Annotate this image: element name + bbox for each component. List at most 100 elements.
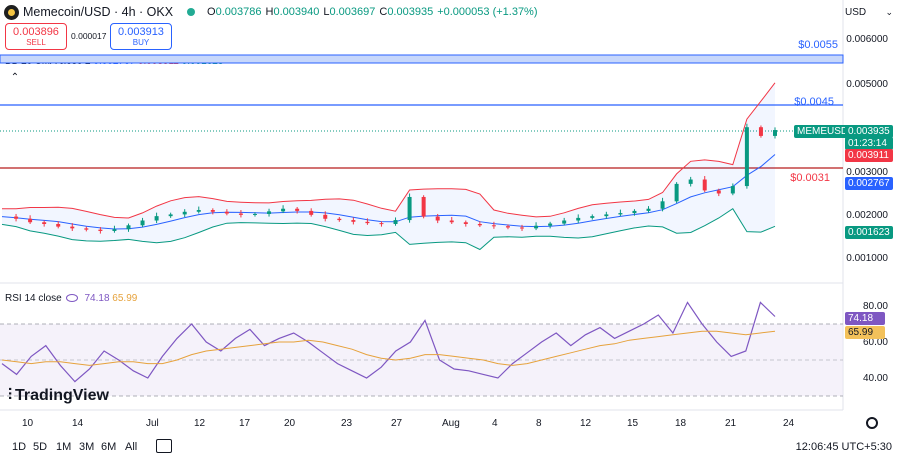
ohlc-value: 0.003697 — [329, 6, 376, 18]
bb-upper-tag: 0.003911 — [845, 149, 893, 162]
candle-body — [56, 223, 61, 227]
time-axis-label: 12 — [194, 418, 206, 429]
sell-price: 0.003896 — [13, 26, 59, 38]
price-axis-label: 0.006000 — [846, 34, 888, 45]
tradingview-icon: ⫶ — [8, 387, 12, 404]
candle-body — [604, 214, 609, 217]
candle-body — [674, 183, 679, 202]
candle-body — [365, 221, 370, 224]
candle-body — [196, 210, 201, 212]
candle-body — [295, 208, 300, 211]
rsi-value: 74.18 — [84, 293, 110, 304]
settings-gear-icon[interactable] — [866, 417, 878, 429]
candle-body — [210, 210, 215, 212]
candle-body — [224, 211, 229, 214]
candle-body — [337, 218, 342, 221]
price-axis-label: 0.003000 — [846, 167, 888, 178]
candle-body — [379, 223, 384, 225]
candle-body — [126, 225, 131, 230]
candle-body — [534, 225, 539, 229]
ohlc-value: +0.000053 (+1.37%) — [437, 6, 538, 18]
time-axis-label: 14 — [72, 418, 84, 429]
price-axis-label: 0.001000 — [846, 253, 888, 264]
last-price-tag: 0.003935 — [845, 125, 893, 138]
candle-body — [42, 222, 47, 224]
time-axis-label: 20 — [284, 418, 296, 429]
ohlc-key: L — [323, 6, 330, 18]
candle-body — [182, 211, 187, 215]
ohlc-key: O — [207, 6, 216, 18]
candle-body — [14, 216, 19, 219]
candle-body — [154, 216, 159, 221]
candle-body — [98, 229, 103, 231]
price-axis-label: 0.002000 — [846, 210, 888, 221]
rsi-ma-line — [1, 330, 776, 366]
candle-body — [491, 225, 496, 227]
support-label: $0.0031 — [790, 172, 830, 184]
candle-body — [281, 208, 286, 212]
currency-label: USD — [845, 6, 867, 18]
candle-body — [590, 216, 595, 218]
currency-select[interactable]: USD ⌄ — [842, 4, 896, 20]
candle-body — [70, 226, 75, 229]
rsi-tag: 74.18 — [845, 312, 885, 325]
candle-body — [773, 130, 777, 136]
time-axis-label: Jul — [146, 418, 159, 429]
candle-body — [84, 228, 89, 230]
spread-value: 0.000017 — [71, 31, 107, 41]
date-range-icon[interactable] — [156, 439, 172, 453]
candle-body — [744, 127, 749, 187]
bb-basis-tag: 0.002767 — [845, 177, 893, 190]
rsi-axis-40: 40.00 — [862, 373, 888, 384]
ohlc-key: C — [379, 6, 388, 18]
countdown-tag: 01:23:14 — [845, 137, 893, 150]
candle-body — [660, 201, 665, 209]
resistance-zone[interactable] — [0, 54, 844, 64]
price-axis-label: 0.005000 — [846, 79, 888, 90]
timeframe-button[interactable]: All — [125, 441, 138, 453]
rsi-name: RSI 14 close — [5, 293, 62, 304]
rsi-axis-60: 60.00 — [862, 337, 888, 348]
time-axis-label: 8 — [536, 418, 542, 429]
symbol-tag: MEMEUSD — [794, 125, 852, 138]
sell-button[interactable]: 0.003896 SELL — [5, 23, 67, 50]
time-axis-label: 15 — [627, 418, 639, 429]
candle-body — [309, 210, 314, 215]
ohlc-values: O0.003786 H0.003940 L0.003697 C0.003935 +0.0… — [207, 6, 541, 18]
bb-lower-line — [1, 207, 776, 251]
candle-body — [393, 220, 398, 224]
time-axis-label: 17 — [239, 418, 251, 429]
time-axis-label: 18 — [675, 418, 687, 429]
candle-body — [407, 196, 412, 221]
timeframe-button[interactable]: 6M — [101, 441, 117, 453]
candle-body — [112, 229, 117, 231]
coin-logo-icon — [4, 4, 19, 20]
collapse-legend-icon[interactable]: ⌃ — [10, 72, 20, 83]
timeframe-button[interactable]: 3M — [79, 441, 95, 453]
timeframe-button[interactable]: 1D — [12, 441, 27, 453]
market-open-icon — [187, 8, 196, 16]
bb-upper-line — [2, 82, 776, 219]
time-axis-label: 21 — [725, 418, 737, 429]
ohlc-value: 0.003940 — [273, 6, 320, 18]
clock[interactable]: 12:06:45 UTC+5:30 — [795, 441, 892, 453]
rsi-legend[interactable]: RSI 14 close 74.18 65.99 — [5, 293, 137, 304]
visibility-eye-icon[interactable] — [65, 294, 78, 302]
candle-body — [28, 218, 33, 223]
time-axis-label: 4 — [492, 418, 498, 429]
bb-basis-line — [1, 154, 776, 230]
timeframe-button[interactable]: 1M — [56, 441, 72, 453]
buy-button[interactable]: 0.003913 BUY — [110, 23, 172, 50]
ohlc-key: H — [265, 6, 274, 18]
timeframe-button[interactable]: 5D — [33, 441, 48, 453]
resistance-label: $0.0045 — [794, 96, 834, 108]
symbol-title[interactable]: Memecoin/USD · 4h · OKX — [23, 5, 174, 19]
candle-body — [632, 210, 637, 214]
sell-label: SELL — [26, 38, 46, 47]
zone-label: $0.0055 — [798, 39, 838, 51]
candle-body — [688, 179, 693, 184]
candle-body — [562, 220, 567, 224]
candle-body — [477, 223, 482, 226]
candle-body — [351, 220, 356, 222]
